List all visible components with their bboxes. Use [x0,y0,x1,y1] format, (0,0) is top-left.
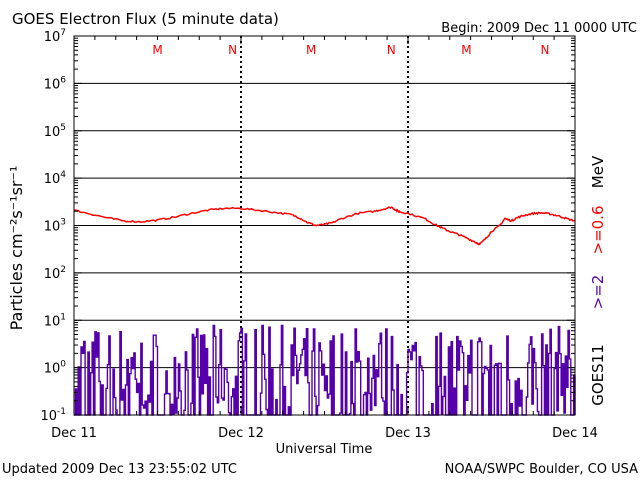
y-tick-label: 102 [44,265,66,282]
y-tick-label: 105 [44,123,66,140]
y-tick-label: 104 [44,170,67,187]
plot-frame [73,35,576,416]
orbit-marker: M [461,43,471,57]
axes: 10-1 100 101 102 103 104 105 106 107 Dec 11 Dec 12… [40,28,597,441]
y-tick-label: 10-1 [40,407,66,424]
orbit-marker: M [152,43,162,57]
low-energy-label: >=2 [589,275,607,310]
chart-title: GOES Electron Flux (5 minute data) [12,10,279,28]
y-axis-label: Particles cm⁻²s⁻¹sr⁻¹ [7,166,26,331]
grid-lines [74,82,575,369]
right-legend: GOES11 >=2 >=0.6 MeV [589,155,607,406]
orbit-marker: N [387,43,396,57]
satellite-label: GOES11 [589,344,607,406]
orbit-marker: N [540,43,549,57]
y-tick-label: 101 [44,312,66,329]
unit-label: MeV [589,155,607,188]
x-tick-label: Dec 14 [552,426,598,441]
high-energy-label: >=0.6 [589,206,607,255]
y-tick-label: 106 [44,75,67,92]
y-tick-label: 100 [44,360,67,377]
x-tick-label: Dec 11 [51,426,97,441]
series-low-energy [74,324,576,416]
x-axis-label: Universal Time [276,442,373,457]
updated-timestamp: Updated 2009 Dec 13 23:55:02 UTC [2,462,237,477]
low-energy-flux-line [74,324,576,416]
orbit-marker: M [306,43,316,57]
x-tick-label: Dec 13 [385,426,431,441]
y-tick-label: 107 [44,28,66,45]
y-tick-label: 103 [44,218,66,235]
x-tick-label: Dec 12 [218,426,264,441]
begin-date: Begin: 2009 Dec 11 0000 UTC [441,21,637,36]
high-energy-flux-line [73,206,576,246]
source-credit: NOAA/SWPC Boulder, CO USA [445,462,638,477]
orbit-marker: N [228,43,237,57]
series-high-energy [73,206,576,246]
